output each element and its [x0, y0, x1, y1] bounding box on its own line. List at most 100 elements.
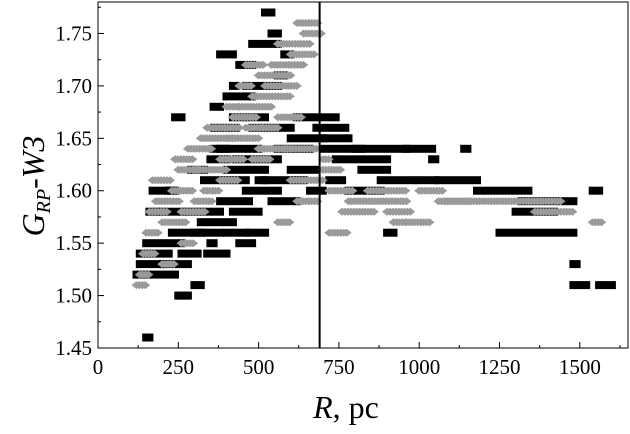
data-point-diamond: [311, 144, 322, 153]
data-point-diamond: [285, 144, 296, 153]
data-point-diamond: [251, 113, 261, 122]
x-axis-ticks: 0 250 500 750 1000 1250 1500: [93, 342, 621, 379]
data-point-square: [286, 165, 321, 174]
x-tick-label: 0: [93, 355, 104, 379]
data-point-square: [286, 134, 327, 143]
y-axis-ticks: 1.45 1.50 1.55 1.60 1.65 1.70 1.75: [55, 6, 104, 360]
y-axis-title: GRP-W3: [15, 136, 55, 237]
data-point-diamond: [206, 144, 217, 153]
data-point-square: [415, 176, 440, 185]
data-point-diamond: [285, 71, 296, 80]
data-point-diamond: [308, 50, 319, 59]
data-point-diamond: [233, 102, 243, 111]
data-point-diamond: [161, 207, 172, 216]
y-tick-label: 1.45: [55, 336, 92, 360]
data-point-square: [261, 8, 276, 17]
data-point-square: [203, 249, 231, 258]
x-tick-label: 1500: [559, 355, 601, 379]
data-point-square: [595, 281, 616, 290]
data-point-diamond: [188, 239, 199, 248]
data-point-square: [248, 39, 282, 48]
data-point-square: [222, 228, 250, 237]
data-point-square: [222, 92, 257, 101]
data-point-square: [261, 176, 308, 185]
data-point-square: [267, 197, 302, 206]
data-point-square: [209, 102, 224, 111]
data-point-diamond: [152, 228, 163, 237]
y-tick-label: 1.55: [55, 231, 92, 255]
data-point-diamond: [187, 186, 198, 195]
data-point-square: [148, 186, 176, 195]
data-point-diamond: [238, 155, 249, 164]
data-point-diamond: [264, 155, 275, 164]
data-point-square: [142, 239, 186, 248]
data-point-square: [318, 134, 353, 143]
data-point-square: [473, 186, 533, 195]
data-point-square: [245, 228, 270, 237]
data-point-square: [428, 155, 440, 164]
data-point-diamond: [140, 281, 151, 290]
data-point-square: [216, 50, 237, 59]
data-point-square: [196, 218, 237, 227]
data-point-square: [331, 155, 392, 164]
data-point-diamond: [272, 123, 283, 132]
data-point-diamond: [315, 29, 326, 38]
data-point-diamond: [143, 270, 154, 279]
data-point-diamond: [266, 102, 277, 111]
data-point-diamond: [555, 197, 566, 206]
data-point-diamond: [400, 218, 411, 227]
x-tick-label: 500: [243, 355, 275, 379]
x-tick-label: 750: [323, 355, 355, 379]
data-point-square: [177, 249, 202, 258]
data-point-square: [190, 228, 225, 237]
data-point-diamond: [173, 197, 184, 206]
x-tick-label: 250: [163, 355, 195, 379]
data-point-diamond: [180, 218, 191, 227]
data-point-square: [167, 228, 205, 237]
data-point-diamond: [368, 207, 379, 216]
data-point-square: [241, 186, 282, 195]
x-tick-label: 1000: [398, 355, 440, 379]
plot-area-border: [97, 1, 629, 349]
data-point-square: [222, 165, 269, 174]
data-point-diamond: [234, 123, 244, 132]
data-point-square: [357, 165, 392, 174]
data-point-square: [254, 176, 269, 185]
data-point-square: [383, 228, 398, 237]
data-point-diamond: [405, 207, 416, 216]
data-point-square: [206, 239, 218, 248]
data-point-square: [351, 144, 411, 153]
data-point-diamond: [347, 186, 358, 195]
data-point-square: [588, 186, 604, 195]
x-tick-label: 1250: [479, 355, 521, 379]
data-point-diamond: [296, 113, 306, 122]
data-point-diamond: [304, 39, 315, 48]
data-point-square: [312, 123, 350, 132]
data-point-diamond: [335, 165, 346, 174]
data-point-square: [216, 144, 263, 153]
y-tick-label: 1.60: [55, 179, 92, 203]
data-point-diamond: [213, 186, 224, 195]
data-point-diamond: [206, 197, 217, 206]
data-point-diamond: [232, 176, 243, 185]
data-points: [131, 8, 616, 342]
data-point-square: [190, 281, 205, 290]
data-point-diamond: [221, 165, 232, 174]
data-point-square: [171, 113, 186, 122]
data-point-diamond: [284, 218, 295, 227]
data-point-square: [209, 144, 231, 153]
data-point-square: [434, 176, 481, 185]
data-point-diamond: [199, 207, 210, 216]
data-point-diamond: [401, 197, 412, 206]
data-point-diamond: [567, 207, 578, 216]
plot-frame: [97, 1, 629, 349]
x-axis-title: R, pc: [312, 389, 379, 425]
data-point-square: [135, 260, 167, 269]
data-point-square: [402, 144, 437, 153]
data-point-square: [293, 113, 340, 122]
data-point-square: [235, 239, 257, 248]
data-point-square: [158, 207, 186, 216]
data-point-square: [325, 176, 347, 185]
y-tick-label: 1.50: [55, 284, 92, 308]
